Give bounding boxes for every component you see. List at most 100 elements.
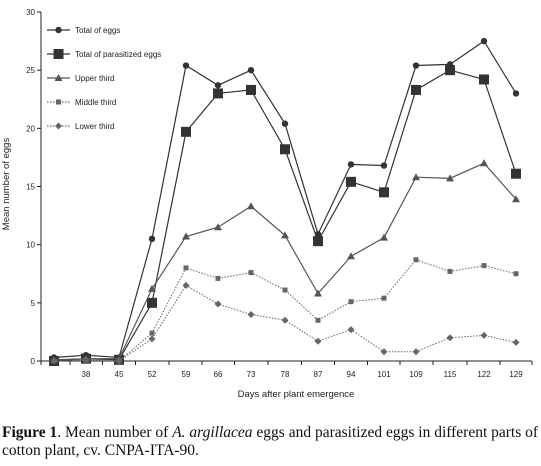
x-tick-label: 78: [281, 370, 290, 379]
caption-text-after: eggs and parasitized eggs in different p…: [2, 424, 539, 459]
data-point: [247, 202, 255, 210]
data-point: [481, 263, 487, 269]
legend-label: Middle third: [75, 98, 116, 107]
data-point: [346, 176, 356, 187]
data-point: [215, 275, 221, 281]
legend-label: Lower third: [75, 122, 115, 131]
series-5: [50, 281, 520, 365]
data-point: [247, 66, 255, 74]
x-axis-label: Days after plant emergence: [238, 389, 355, 400]
y-tick-label: 25: [26, 66, 35, 75]
data-point: [147, 297, 157, 308]
data-point: [447, 268, 453, 274]
x-tick-label: 122: [477, 370, 491, 379]
species-name: A. argillacea: [172, 424, 253, 441]
data-point: [247, 310, 255, 318]
caption-text-before: . Mean number of: [57, 424, 173, 441]
data-point: [480, 37, 488, 45]
data-point: [313, 236, 323, 247]
data-point: [413, 257, 419, 263]
series-line: [53, 162, 517, 361]
data-point: [50, 357, 58, 365]
figure-caption: Figure 1. Mean number of A. argillacea e…: [2, 424, 540, 460]
line-chart: 0 5 10 15 20 25 30 38 45 52 59 66 73 78 87 94 101 109 115 1…: [1, 8, 533, 400]
data-point: [512, 338, 520, 346]
x-tick-label: 94: [347, 370, 356, 379]
data-point: [182, 281, 190, 289]
data-point: [445, 65, 455, 76]
data-point: [183, 265, 189, 271]
legend-marker: [55, 26, 62, 34]
x-tick-label: 129: [509, 370, 523, 379]
legend-label: Total of eggs: [75, 26, 120, 35]
x-tick-label: 66: [214, 370, 223, 379]
y-tick-label: 10: [26, 241, 35, 250]
data-point: [412, 173, 420, 181]
legend-item: Lower third: [47, 122, 115, 131]
legend-item: Middle third: [47, 98, 116, 107]
legend-item: Upper third: [47, 74, 115, 83]
x-tick-label: 52: [148, 370, 157, 379]
data-point: [513, 271, 519, 277]
series-line: [53, 259, 517, 362]
x-tick-label: 101: [377, 370, 391, 379]
data-point: [148, 284, 156, 292]
legend-marker: [53, 49, 64, 59]
data-point: [412, 62, 420, 69]
data-point: [248, 270, 254, 276]
legend-marker: [55, 122, 62, 130]
data-point: [347, 252, 355, 260]
data-point: [213, 88, 223, 99]
y-tick-label: 15: [26, 183, 35, 192]
data-point: [480, 331, 488, 339]
data-point: [314, 289, 322, 297]
data-point: [281, 316, 289, 324]
x-tick-label: 73: [247, 370, 256, 379]
data-point: [380, 162, 388, 169]
data-point: [182, 232, 190, 240]
legend: Total of eggs Total of parasitized eggs Up…: [47, 26, 161, 131]
y-tick-label: 20: [26, 124, 35, 133]
legend-marker: [54, 74, 63, 81]
data-point: [347, 326, 355, 334]
data-point: [348, 299, 354, 305]
data-point: [182, 62, 190, 69]
data-point: [479, 74, 489, 85]
series-1: [50, 37, 520, 361]
legend-marker: [56, 99, 61, 105]
data-point: [381, 295, 387, 301]
legend-label: Total of parasitized eggs: [75, 50, 161, 59]
data-point: [314, 337, 322, 345]
data-point: [181, 126, 191, 137]
data-point: [380, 348, 388, 356]
x-tick-label: 45: [115, 370, 124, 379]
data-point: [412, 348, 420, 356]
y-axis-label: Mean number of eggs: [1, 138, 12, 231]
data-point: [446, 334, 454, 342]
data-point: [148, 235, 156, 243]
data-point: [347, 161, 355, 168]
x-tick-label: 59: [182, 370, 191, 379]
data-point: [214, 223, 222, 231]
data-point: [511, 168, 521, 179]
series-3: [50, 159, 520, 363]
axes: 0 5 10 15 20 25 30 38 45 52 59 66 73 78 87 94 101 109 115 1…: [26, 8, 533, 379]
data-point: [82, 356, 90, 364]
data-point: [280, 144, 290, 155]
y-tick-label: 0: [31, 357, 36, 366]
data-point: [281, 231, 289, 239]
y-tick-label: 30: [26, 8, 35, 17]
data-point: [115, 357, 123, 365]
series-layer: [49, 37, 521, 366]
data-point: [214, 82, 222, 89]
legend-item: Total of eggs: [47, 26, 120, 35]
data-point: [480, 159, 488, 167]
data-point: [512, 90, 520, 97]
data-point: [281, 120, 289, 127]
series-line: [53, 40, 517, 359]
x-tick-label: 38: [82, 370, 91, 379]
data-point: [148, 335, 156, 343]
legend-item: Total of parasitized eggs: [47, 49, 161, 59]
data-point: [512, 195, 520, 203]
x-tick-label: 115: [444, 370, 457, 379]
